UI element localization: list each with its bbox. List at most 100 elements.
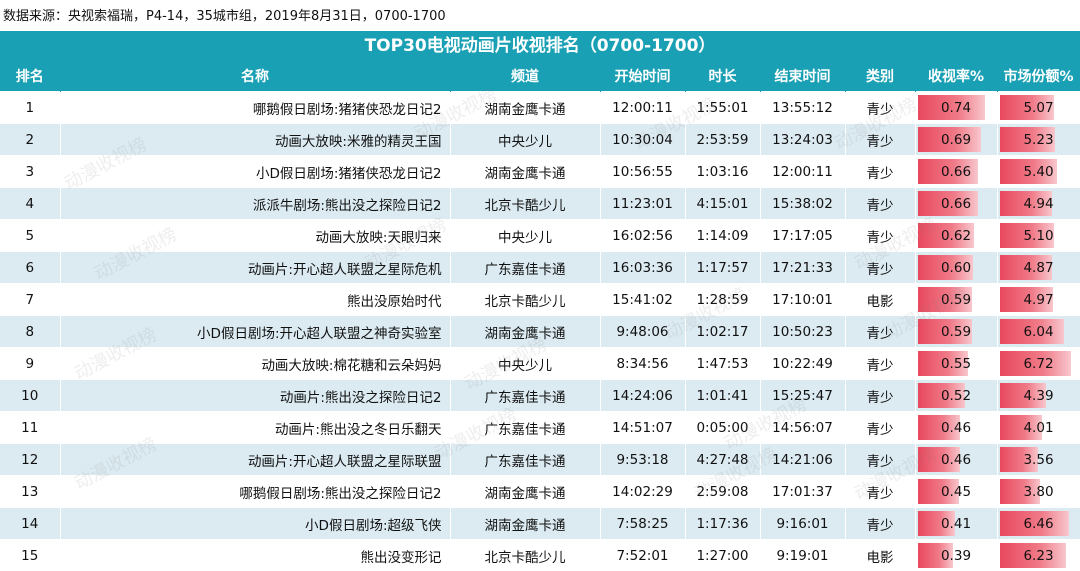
rating-cell: 0.39 bbox=[915, 540, 997, 571]
category-cell: 青少 bbox=[845, 92, 915, 124]
channel-cell: 广东嘉佳卡通 bbox=[450, 380, 600, 412]
rank-cell: 9 bbox=[0, 348, 60, 380]
duration-cell: 1:47:53 bbox=[685, 348, 760, 380]
channel-cell: 广东嘉佳卡通 bbox=[450, 412, 600, 444]
share-value: 4.97 bbox=[1023, 292, 1053, 308]
header-end-time: 结束时间 bbox=[760, 61, 845, 92]
rating-cell: 0.46 bbox=[915, 444, 997, 476]
rating-cell: 0.52 bbox=[915, 380, 997, 412]
channel-cell: 湖南金鹰卡通 bbox=[450, 316, 600, 348]
name-cell: 小D假日剧场:开心超人联盟之神奇实验室 bbox=[60, 316, 450, 348]
duration-cell: 4:27:48 bbox=[685, 444, 760, 476]
category-cell: 青少 bbox=[845, 508, 915, 540]
share-cell: 4.97 bbox=[997, 284, 1080, 316]
name-cell: 熊出没原始时代 bbox=[60, 284, 450, 316]
rating-value: 0.59 bbox=[941, 324, 971, 340]
category-cell: 青少 bbox=[845, 220, 915, 252]
end-time-cell: 17:21:33 bbox=[760, 252, 845, 284]
rank-cell: 11 bbox=[0, 412, 60, 444]
rating-cell: 0.74 bbox=[915, 92, 997, 124]
header-duration: 时长 bbox=[685, 61, 760, 92]
duration-cell: 2:53:59 bbox=[685, 124, 760, 156]
name-cell: 哪鹅假日剧场:熊出没之探险日记2 bbox=[60, 476, 450, 508]
header-rating: 收视率% bbox=[915, 61, 997, 92]
rank-cell: 3 bbox=[0, 156, 60, 188]
start-time-cell: 10:56:55 bbox=[600, 156, 685, 188]
rating-value: 0.39 bbox=[941, 548, 971, 564]
end-time-cell: 12:00:11 bbox=[760, 156, 845, 188]
start-time-cell: 15:41:02 bbox=[600, 284, 685, 316]
rating-value: 0.45 bbox=[941, 484, 971, 500]
rating-cell: 0.46 bbox=[915, 412, 997, 444]
category-cell: 电影 bbox=[845, 284, 915, 316]
rank-cell: 8 bbox=[0, 316, 60, 348]
share-cell: 4.39 bbox=[997, 380, 1080, 412]
category-cell: 青少 bbox=[845, 316, 915, 348]
duration-cell: 1:17:57 bbox=[685, 252, 760, 284]
header-channel: 频道 bbox=[450, 61, 600, 92]
rating-cell: 0.41 bbox=[915, 508, 997, 540]
rating-value: 0.41 bbox=[941, 516, 971, 532]
rank-cell: 12 bbox=[0, 444, 60, 476]
start-time-cell: 9:53:18 bbox=[600, 444, 685, 476]
name-cell: 动画片:熊出没之冬日乐翻天 bbox=[60, 412, 450, 444]
share-cell: 5.40 bbox=[997, 156, 1080, 188]
end-time-cell: 9:19:01 bbox=[760, 540, 845, 571]
end-time-cell: 15:38:02 bbox=[760, 188, 845, 220]
share-cell: 5.10 bbox=[997, 220, 1080, 252]
rating-value: 0.62 bbox=[941, 228, 971, 244]
category-cell: 电影 bbox=[845, 540, 915, 571]
share-cell: 6.72 bbox=[997, 348, 1080, 380]
name-cell: 动画大放映:棉花糖和云朵妈妈 bbox=[60, 348, 450, 380]
start-time-cell: 8:34:56 bbox=[600, 348, 685, 380]
share-cell: 5.07 bbox=[997, 92, 1080, 124]
channel-cell: 中央少儿 bbox=[450, 348, 600, 380]
category-cell: 青少 bbox=[845, 188, 915, 220]
duration-cell: 0:05:00 bbox=[685, 412, 760, 444]
share-cell: 4.01 bbox=[997, 412, 1080, 444]
share-value: 3.80 bbox=[1023, 484, 1053, 500]
start-time-cell: 14:24:06 bbox=[600, 380, 685, 412]
share-value: 4.87 bbox=[1023, 260, 1053, 276]
share-cell: 4.87 bbox=[997, 252, 1080, 284]
rating-value: 0.66 bbox=[941, 196, 971, 212]
rating-value: 0.69 bbox=[941, 132, 971, 148]
share-value: 5.40 bbox=[1023, 164, 1053, 180]
end-time-cell: 17:01:37 bbox=[760, 476, 845, 508]
end-time-cell: 17:10:01 bbox=[760, 284, 845, 316]
category-cell: 青少 bbox=[845, 380, 915, 412]
start-time-cell: 16:02:56 bbox=[600, 220, 685, 252]
channel-cell: 广东嘉佳卡通 bbox=[450, 252, 600, 284]
start-time-cell: 12:00:11 bbox=[600, 92, 685, 124]
rating-value: 0.59 bbox=[941, 292, 971, 308]
channel-cell: 北京卡酷少儿 bbox=[450, 188, 600, 220]
rank-cell: 15 bbox=[0, 540, 60, 571]
name-cell: 熊出没变形记 bbox=[60, 540, 450, 571]
duration-cell: 1:27:00 bbox=[685, 540, 760, 571]
rating-value: 0.60 bbox=[941, 260, 971, 276]
channel-cell: 湖南金鹰卡通 bbox=[450, 156, 600, 188]
header-name: 名称 bbox=[60, 61, 450, 92]
rating-value: 0.46 bbox=[941, 420, 971, 436]
share-cell: 6.04 bbox=[997, 316, 1080, 348]
channel-cell: 中央少儿 bbox=[450, 220, 600, 252]
category-cell: 青少 bbox=[845, 252, 915, 284]
header-category: 类别 bbox=[845, 61, 915, 92]
channel-cell: 湖南金鹰卡通 bbox=[450, 508, 600, 540]
start-time-cell: 9:48:06 bbox=[600, 316, 685, 348]
end-time-cell: 13:24:03 bbox=[760, 124, 845, 156]
channel-cell: 湖南金鹰卡通 bbox=[450, 476, 600, 508]
share-cell: 5.23 bbox=[997, 124, 1080, 156]
name-cell: 动画大放映:米雅的精灵王国 bbox=[60, 124, 450, 156]
duration-cell: 1:17:36 bbox=[685, 508, 760, 540]
